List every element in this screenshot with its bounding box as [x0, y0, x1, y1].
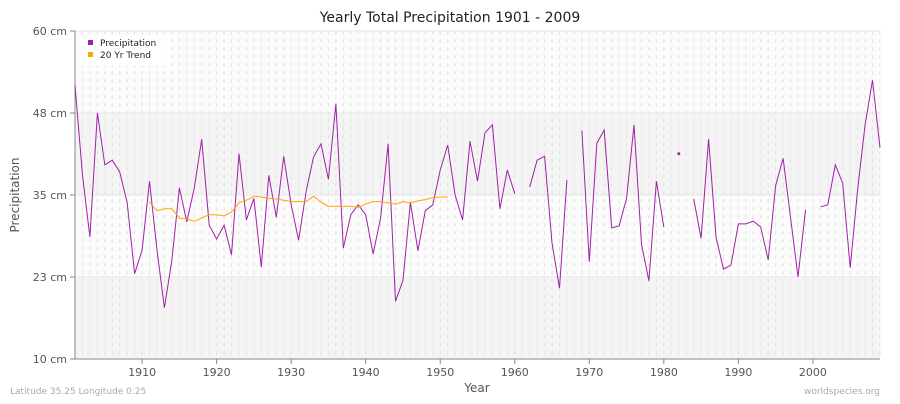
x-tick-label: 2000 [799, 366, 827, 379]
series-line-segment [820, 80, 881, 268]
x-axis-label: Year [463, 381, 489, 395]
x-tick-label: 1950 [426, 366, 454, 379]
y-tick-label: 48 cm [33, 107, 67, 120]
x-tick-label: 1980 [650, 366, 678, 379]
legend-label-precipitation: Precipitation [100, 39, 156, 49]
series-line-segment [149, 195, 448, 222]
x-tick-label: 1970 [575, 366, 603, 379]
footer-location: Latitude 35.25 Longitude 0.25 [10, 387, 146, 397]
y-axis-label: Precipitation [8, 157, 22, 232]
x-tick-label: 1920 [203, 366, 231, 379]
legend-box [80, 35, 170, 65]
x-tick-label: 1930 [277, 366, 305, 379]
series-line-segment [581, 124, 665, 281]
legend-swatch-trend [88, 52, 93, 57]
x-tick-label: 1940 [352, 366, 380, 379]
legend-swatch-precipitation [88, 40, 93, 45]
y-tick-label: 23 cm [33, 271, 67, 284]
series-trend [149, 195, 448, 222]
y-tick-label: 60 cm [33, 25, 67, 38]
legend: Precipitation 20 Yr Trend [80, 35, 170, 65]
series-precipitation [74, 80, 881, 308]
x-tick-label: 1990 [724, 366, 752, 379]
chart-title: Yearly Total Precipitation 1901 - 2009 [319, 10, 581, 26]
legend-label-trend: 20 Yr Trend [100, 51, 151, 61]
footer-source: worldspecies.org [804, 387, 880, 397]
series-line-segment [529, 155, 568, 289]
series-line-segment [74, 84, 516, 308]
data-point [677, 152, 681, 156]
x-tick-label: 1960 [501, 366, 529, 379]
y-tick-label: 35 cm [33, 189, 67, 202]
series-line-segment [693, 139, 806, 278]
x-tick-label: 1910 [128, 366, 156, 379]
y-tick-label: 10 cm [33, 353, 67, 366]
